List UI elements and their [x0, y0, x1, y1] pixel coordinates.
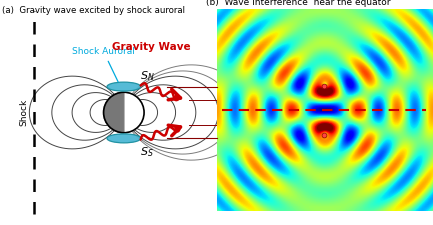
Text: Shock Auroral: Shock Auroral	[72, 47, 135, 82]
Text: Shock: Shock	[19, 99, 28, 126]
Text: $S_{S}$: $S_{S}$	[140, 145, 154, 159]
Text: Gravity Wave: Gravity Wave	[112, 41, 190, 52]
Circle shape	[103, 92, 144, 133]
Ellipse shape	[107, 82, 141, 91]
Wedge shape	[103, 92, 124, 133]
Text: $S_{N}$: $S_{N}$	[140, 70, 155, 83]
Text: (b)  Wave interference  near the equator: (b) Wave interference near the equator	[206, 0, 390, 7]
Text: (a)  Gravity wave excited by shock auroral: (a) Gravity wave excited by shock aurora…	[2, 6, 185, 15]
Ellipse shape	[107, 134, 141, 143]
